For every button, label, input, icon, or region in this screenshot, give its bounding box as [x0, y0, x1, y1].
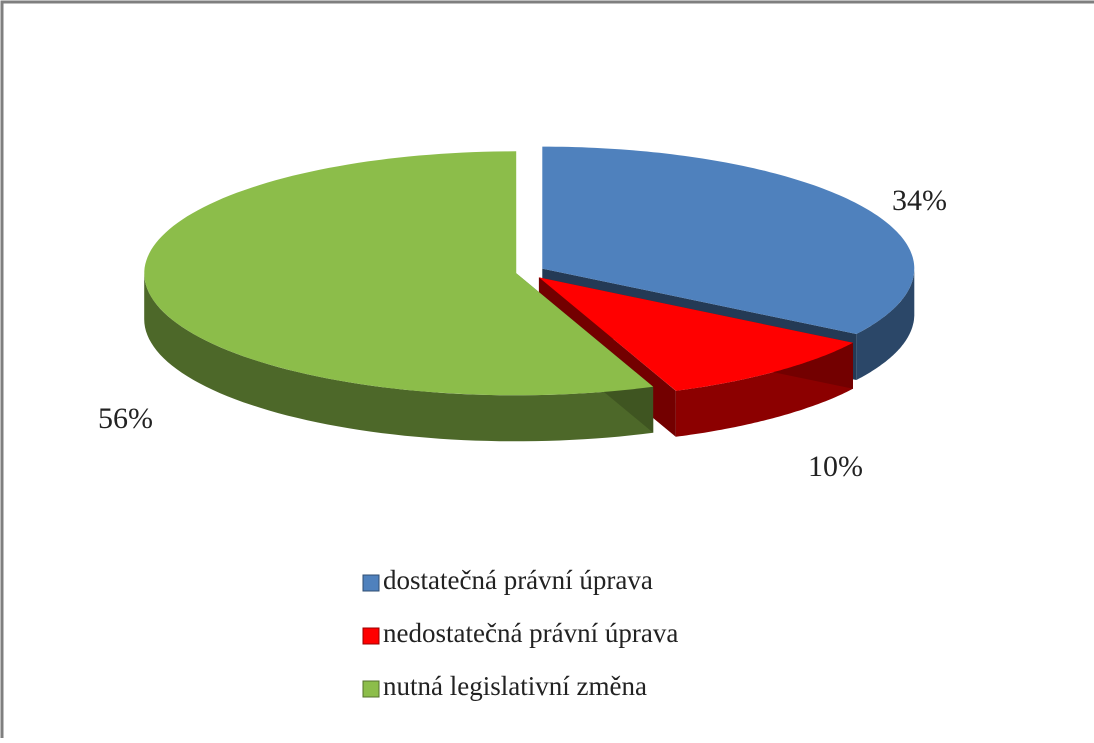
slice	[542, 146, 915, 334]
slice-side	[144, 273, 654, 442]
legend-label: nutná legislativní změna	[383, 671, 647, 701]
data-label: 10%	[808, 450, 863, 483]
slice	[538, 277, 853, 391]
slice-side	[856, 268, 915, 380]
data-label: 56%	[98, 402, 153, 435]
data-label: 34%	[892, 184, 947, 217]
legend-label: dostatečná právní úprava	[383, 565, 653, 595]
legend-swatch	[362, 680, 380, 698]
legend-swatch	[362, 574, 380, 592]
slice	[144, 151, 654, 396]
legend-label: nedostatečná právní úprava	[383, 618, 678, 648]
legend-swatch	[362, 627, 380, 645]
